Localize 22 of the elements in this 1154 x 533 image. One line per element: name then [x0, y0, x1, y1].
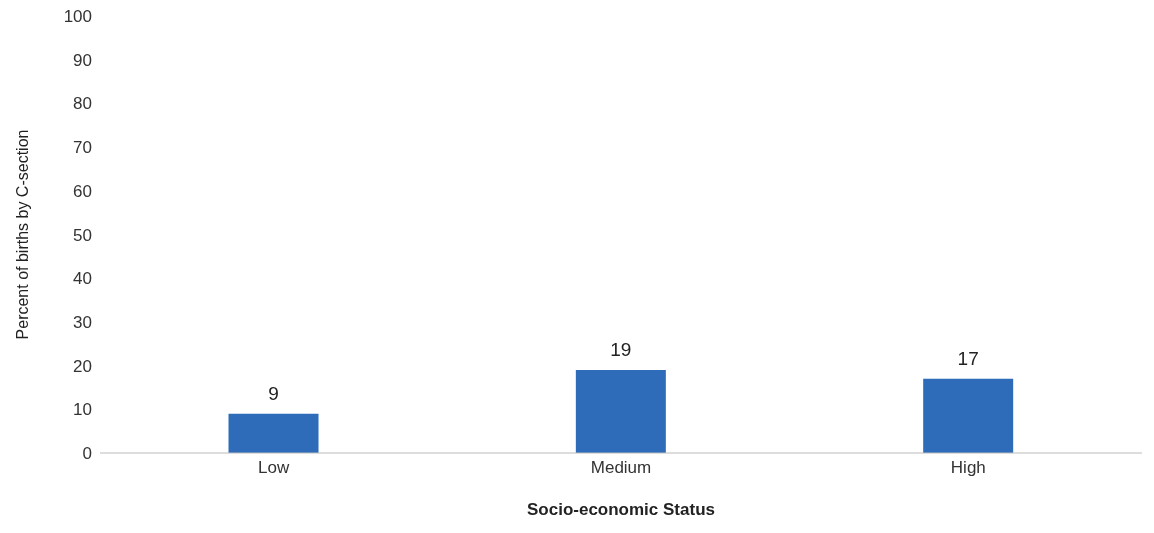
y-tick-label: 100 — [63, 7, 92, 27]
data-label: 19 — [610, 338, 632, 360]
y-tick-label: 0 — [82, 444, 92, 464]
bar — [228, 413, 319, 453]
y-tick-label: 70 — [73, 138, 92, 158]
y-tick-label: 10 — [73, 400, 92, 420]
bar — [575, 369, 666, 453]
y-tick-label: 20 — [73, 356, 92, 376]
y-tick-label: 60 — [73, 181, 92, 201]
y-tick-label: 80 — [73, 94, 92, 114]
x-tick-label: Medium — [590, 458, 652, 478]
x-tick-label: High — [950, 458, 986, 478]
y-tick-label: 50 — [73, 225, 92, 245]
y-tick-label: 30 — [73, 312, 92, 332]
y-tick-label: 40 — [73, 269, 92, 289]
data-label: 17 — [957, 347, 979, 369]
x-tick-label: Low — [258, 458, 290, 478]
y-tick-label: 90 — [73, 50, 92, 70]
data-label: 9 — [268, 382, 279, 404]
y-axis-title: Percent of births by C-section — [13, 129, 31, 340]
bar — [923, 378, 1014, 453]
x-axis-title: Socio-economic Status — [527, 500, 715, 519]
